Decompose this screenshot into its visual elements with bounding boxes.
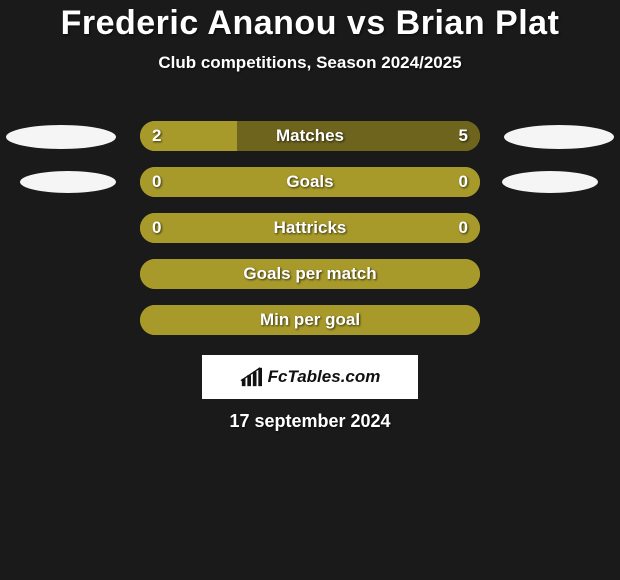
bar-chart-icon [240,366,262,388]
player-marker-right [502,171,598,193]
date-text: 17 september 2024 [0,411,620,432]
stat-bar-left [140,121,237,151]
stat-rows: Matches25Goals00Hattricks00Goals per mat… [0,113,620,343]
comparison-infographic: Frederic Ananou vs Brian Plat Club compe… [0,0,620,432]
stat-bar [140,167,480,197]
page-title: Frederic Ananou vs Brian Plat [0,4,620,43]
stat-bar-left [140,305,480,335]
stat-bar-right [237,121,480,151]
stat-bar [140,305,480,335]
stat-bar-right [310,167,480,197]
stat-row: Matches25 [0,113,620,159]
stat-bar-left [140,213,310,243]
player-marker-left [20,171,116,193]
stat-bar-left [140,167,310,197]
stat-row: Min per goal [0,297,620,343]
brand-box[interactable]: FcTables.com [202,355,418,399]
stat-row: Goals00 [0,159,620,205]
stat-bar-left [140,259,480,289]
brand-text: FcTables.com [268,367,381,387]
stat-row: Goals per match [0,251,620,297]
player-marker-left [6,125,116,149]
stat-bar-right [310,213,480,243]
subtitle: Club competitions, Season 2024/2025 [0,53,620,73]
stat-bar [140,213,480,243]
stat-bar [140,259,480,289]
stat-bar [140,121,480,151]
stat-row: Hattricks00 [0,205,620,251]
player-marker-right [504,125,614,149]
